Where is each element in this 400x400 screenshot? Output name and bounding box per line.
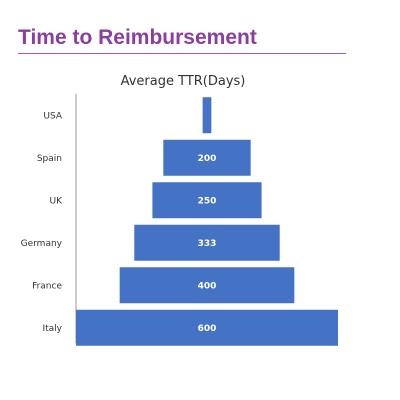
category-label-usa: USA bbox=[43, 111, 62, 121]
bar-germany bbox=[134, 224, 280, 261]
data-label-germany: 333 bbox=[198, 239, 217, 249]
bar-usa bbox=[202, 97, 212, 134]
bars-group bbox=[76, 97, 338, 346]
data-label-italy: 600 bbox=[198, 324, 217, 334]
page-title: Time to Reimbursement bbox=[18, 26, 257, 49]
data-label-france: 400 bbox=[198, 281, 217, 291]
bar-spain bbox=[163, 139, 251, 176]
title-divider bbox=[18, 53, 346, 54]
category-label-italy: Italy bbox=[42, 324, 62, 334]
category-label-france: France bbox=[32, 281, 62, 291]
data-label-uk: 250 bbox=[198, 196, 217, 206]
category-label-germany: Germany bbox=[21, 239, 63, 249]
category-label-spain: Spain bbox=[37, 154, 62, 164]
bar-france bbox=[119, 267, 295, 304]
bar-uk bbox=[152, 182, 262, 219]
category-label-uk: UK bbox=[50, 196, 64, 206]
labels-group: USA Spain 200 UK 250 Germany 333 France 400 Italy… bbox=[21, 111, 217, 334]
chart-title: Average TTR(Days) bbox=[121, 74, 246, 89]
bar-italy bbox=[76, 309, 338, 346]
data-label-spain: 200 bbox=[198, 154, 217, 164]
